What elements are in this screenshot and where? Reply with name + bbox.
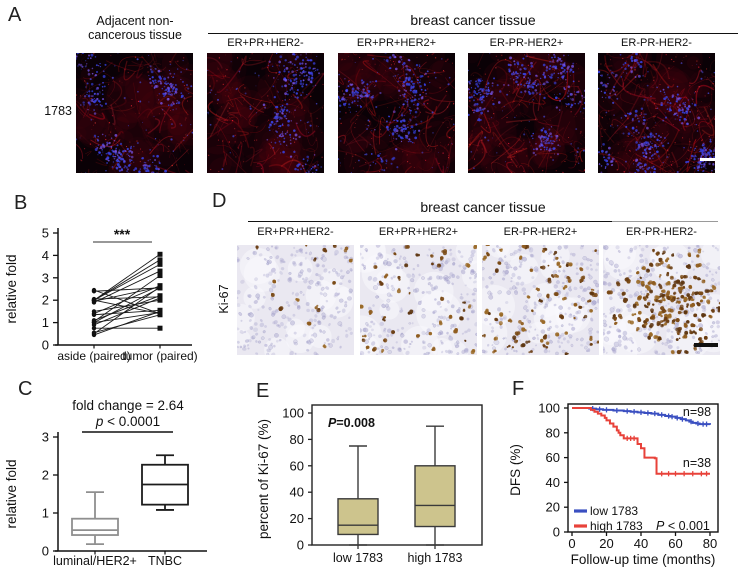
panel-a-subtype-2: ER+PR+HER2+ <box>356 37 437 49</box>
svg-text:1: 1 <box>42 315 49 330</box>
svg-text:n=38: n=38 <box>683 456 711 470</box>
panel-d-letter: D <box>212 190 227 212</box>
panel-b-letter: B <box>14 192 28 214</box>
panel-d-micrograph-1 <box>237 245 354 355</box>
svg-text:Follow-up time (months): Follow-up time (months) <box>571 552 716 567</box>
adjacent-header-line1: Adjacent non- <box>96 14 174 28</box>
panel-a-micrograph-2 <box>338 53 455 173</box>
panel-a-row-label: 1783 <box>44 104 72 118</box>
panel-b-paired-plot: 0 1 2 3 4 5 *** relative fold aside (paired)tumo… <box>4 226 198 364</box>
panel-d-micrograph-3 <box>482 245 599 355</box>
panel-d-subtype-4: ER-PR-HER2- <box>626 226 697 238</box>
svg-text:***: *** <box>114 226 131 242</box>
svg-text:0: 0 <box>42 338 49 353</box>
svg-text:n=98: n=98 <box>683 405 711 419</box>
panel-d-subtype-1: ER+PR+HER2- <box>257 226 334 238</box>
panel-c-box-plot: fold change = 2.64p < 0.0001 0 1 2 3 luminal/… <box>4 398 207 568</box>
svg-text:DFS (%): DFS (%) <box>508 444 523 496</box>
svg-text:4: 4 <box>42 248 49 263</box>
svg-text:60: 60 <box>668 536 682 551</box>
panel-d-scale-bar <box>694 343 718 347</box>
panel-f-letter: F <box>512 378 525 400</box>
svg-text:80: 80 <box>703 536 717 551</box>
svg-text:80: 80 <box>546 425 560 440</box>
svg-text:low 1783: low 1783 <box>590 504 638 518</box>
panel-a-scale-bar <box>700 158 715 161</box>
svg-text:0: 0 <box>568 536 575 551</box>
panel-d-header-underline-gray <box>612 221 718 222</box>
panel-a-subtype-1: ER+PR+HER2- <box>227 37 304 49</box>
svg-text:3: 3 <box>42 430 49 445</box>
svg-text:P=0.008: P=0.008 <box>328 416 375 430</box>
svg-text:5: 5 <box>42 226 49 241</box>
svg-text:tumor (paired): tumor (paired) <box>122 349 197 363</box>
panel-a-subtype-4: ER-PR-HER2- <box>621 37 692 49</box>
svg-text:60: 60 <box>546 450 560 465</box>
svg-text:0: 0 <box>297 538 304 553</box>
svg-text:high 1783: high 1783 <box>590 519 643 533</box>
panel-e-box-plot: 0 20 40 60 80 100 P=0.008 low 1783 high 1783 perc… <box>256 404 483 565</box>
svg-text:1: 1 <box>42 506 49 521</box>
panel-d-header-underline <box>248 221 612 222</box>
svg-text:2: 2 <box>42 468 49 483</box>
svg-text:3: 3 <box>42 270 49 285</box>
svg-text:20: 20 <box>546 500 560 515</box>
panel-a-micrograph-adjacent <box>76 53 193 173</box>
svg-text:20: 20 <box>599 536 613 551</box>
svg-text:percent of Ki-67 (%): percent of Ki-67 (%) <box>256 419 271 539</box>
svg-text:40: 40 <box>634 536 648 551</box>
svg-text:TNBC: TNBC <box>148 554 182 568</box>
svg-text:40: 40 <box>546 475 560 490</box>
svg-text:low 1783: low 1783 <box>333 551 383 565</box>
panel-e-letter: E <box>256 380 270 402</box>
panel-d-micrograph-2 <box>360 245 477 355</box>
svg-text:aside (paired): aside (paired) <box>57 349 130 363</box>
svg-text:P < 0.001: P < 0.001 <box>656 519 710 533</box>
panel-a-letter: A <box>8 4 22 26</box>
svg-text:luminal/HER2+: luminal/HER2+ <box>53 554 137 568</box>
svg-text:100: 100 <box>282 406 304 421</box>
svg-text:80: 80 <box>290 432 304 447</box>
svg-text:p < 0.0001: p < 0.0001 <box>95 414 160 429</box>
svg-text:2: 2 <box>42 293 49 308</box>
panel-a-header-underline <box>208 33 738 34</box>
panel-a-micrograph-4 <box>598 53 715 173</box>
svg-text:20: 20 <box>290 511 304 526</box>
panel-d-micrograph-4 <box>603 245 720 355</box>
svg-text:0: 0 <box>553 525 560 540</box>
panel-a-adjacent-header: Adjacent non- cancerous tissue <box>60 14 210 43</box>
panel-f-km-plot: 0 20 40 60 80 100 0 20 40 60 80 n=98 n=38 low 1783hig… <box>508 401 719 567</box>
svg-text:40: 40 <box>290 485 304 500</box>
svg-text:0: 0 <box>42 544 49 559</box>
svg-text:60: 60 <box>290 458 304 473</box>
panel-a-group-header: breast cancer tissue <box>410 12 536 28</box>
panel-d-row-label: Ki-67 <box>217 284 231 314</box>
panel-d-subtype-3: ER-PR-HER2+ <box>503 226 578 238</box>
panel-a-micrograph-1 <box>207 53 324 173</box>
panel-a-subtype-3: ER-PR-HER2+ <box>489 37 564 49</box>
panel-d-subtype-2: ER+PR+HER2+ <box>378 226 459 238</box>
adjacent-header-line2: cancerous tissue <box>88 28 182 43</box>
svg-text:fold change = 2.64: fold change = 2.64 <box>72 398 184 413</box>
panel-a-micrograph-3 <box>468 53 585 173</box>
svg-text:relative fold: relative fold <box>4 254 19 323</box>
svg-text:high 1783: high 1783 <box>408 551 463 565</box>
svg-text:100: 100 <box>538 401 560 416</box>
panel-d-group-header: breast cancer tissue <box>420 199 546 215</box>
panel-c-letter: C <box>18 378 33 400</box>
svg-text:relative fold: relative fold <box>4 459 19 528</box>
